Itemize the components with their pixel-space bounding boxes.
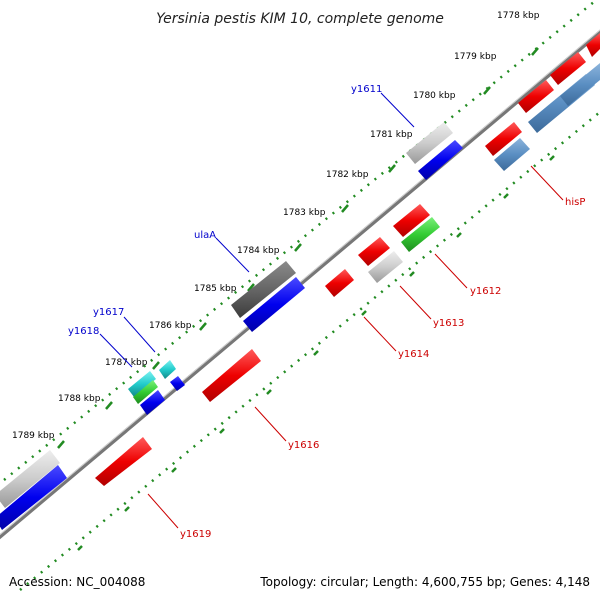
- gene-block-y1613-silver[interactable]: [368, 251, 403, 283]
- gene-block-ulaA-dark[interactable]: [231, 261, 296, 318]
- gene-block-y1613-red[interactable]: [358, 237, 390, 266]
- gene-block-left-blue[interactable]: [0, 465, 67, 530]
- gene-label-y1618[interactable]: y1618: [68, 326, 99, 337]
- gene-block-near-1778-red[interactable]: [586, 33, 600, 57]
- outer-tick-track: [3, 0, 599, 481]
- leader-line-y1619: [147, 493, 179, 529]
- gene-block-y1618-green[interactable]: [133, 380, 158, 404]
- leader-line-y1611: [380, 92, 415, 128]
- gene-block-y1612-red[interactable]: [393, 204, 430, 237]
- accession-text: Accession: NC_004088: [9, 575, 145, 589]
- gene-label-ulaA[interactable]: ulaA: [194, 230, 216, 241]
- kbp-tick-label: 1778 kbp: [497, 11, 540, 21]
- gene-block-y1611-silver[interactable]: [406, 122, 453, 164]
- kbp-tick-label: 1782 kbp: [326, 170, 369, 180]
- gene-block-y1618-cyan[interactable]: [128, 371, 156, 397]
- inner-major-ticks: [77, 155, 555, 551]
- gene-block-hisP-steel[interactable]: [560, 63, 600, 106]
- gene-label-y1612[interactable]: y1612: [470, 286, 501, 297]
- leader-line-y1617: [123, 316, 156, 353]
- gene-block-y1614[interactable]: [325, 269, 354, 297]
- gene-label-y1616[interactable]: y1616: [288, 440, 319, 451]
- kbp-tick-label: 1780 kbp: [413, 91, 456, 101]
- gene-label-y1619[interactable]: y1619: [180, 529, 211, 540]
- gene-block-y1616[interactable]: [202, 349, 261, 402]
- leader-line-hisP: [530, 165, 564, 201]
- gene-block-y1617[interactable]: [170, 376, 185, 391]
- gene-block-near-1780-red[interactable]: [485, 122, 522, 156]
- gene-block-near-1778-red-2[interactable]: [550, 52, 586, 85]
- kbp-tick-label: 1787 kbp: [105, 358, 148, 368]
- gene-label-y1613[interactable]: y1613: [433, 318, 464, 329]
- leader-line-y1614: [363, 316, 397, 352]
- leader-line-y1613: [399, 285, 432, 320]
- kbp-tick-label: 1786 kbp: [149, 321, 192, 331]
- leader-line-ulaA: [215, 237, 250, 273]
- kbp-tick-label: 1783 kbp: [283, 208, 326, 218]
- map-title: Yersinia pestis KIM 10, complete genome: [156, 11, 444, 27]
- gene-label-hisP[interactable]: hisP: [565, 197, 585, 208]
- gene-block-y1617-cyan[interactable]: [159, 360, 176, 379]
- gene-label-y1611[interactable]: y1611: [351, 84, 382, 95]
- gene-block-near-1779-red[interactable]: [518, 80, 554, 113]
- kbp-tick-label: 1779 kbp: [454, 52, 497, 62]
- genome-summary-text: Topology: circular; Length: 4,600,755 bp…: [259, 575, 590, 589]
- gene-block-ulaA[interactable]: [243, 277, 305, 332]
- kbp-tick-label: 1781 kbp: [370, 130, 413, 140]
- gene-label-y1614[interactable]: y1614: [398, 349, 429, 360]
- leader-line-y1612: [434, 253, 468, 289]
- kbp-tick-label: 1788 kbp: [58, 394, 101, 404]
- kbp-tick-label: 1789 kbp: [12, 431, 55, 441]
- leader-line-y1616: [254, 406, 287, 442]
- leader-line-y1618: [99, 333, 133, 368]
- gene-block-y1619[interactable]: [95, 437, 152, 486]
- kbp-tick-label: 1784 kbp: [237, 246, 280, 256]
- inner-tick-track: [19, 111, 600, 591]
- gene-block-y1611[interactable]: [418, 140, 463, 180]
- kbp-tick-label: 1785 kbp: [194, 284, 237, 294]
- gene-label-y1617[interactable]: y1617: [93, 307, 124, 318]
- gene-block-y1612-green[interactable]: [401, 217, 440, 252]
- gene-block-y1618[interactable]: [140, 390, 165, 415]
- gene-block-left-silver[interactable]: [0, 450, 60, 508]
